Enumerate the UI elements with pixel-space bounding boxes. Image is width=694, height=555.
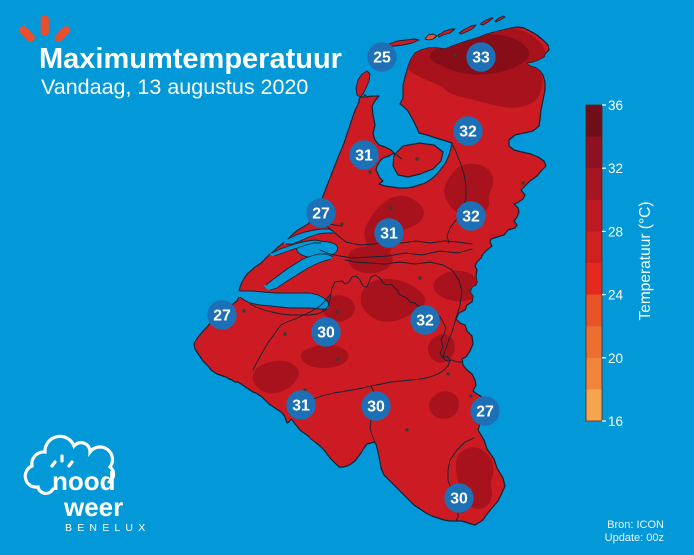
svg-text:Temperatuur (°C): Temperatuur (°C): [637, 201, 654, 320]
svg-text:weer: weer: [63, 492, 123, 522]
svg-text:28: 28: [608, 224, 623, 239]
svg-text:36: 36: [608, 98, 623, 113]
svg-text:27: 27: [476, 404, 494, 421]
svg-text:24: 24: [608, 288, 624, 303]
svg-text:27: 27: [312, 206, 330, 223]
svg-text:32: 32: [416, 313, 434, 330]
svg-text:nood: nood: [52, 466, 116, 496]
svg-text:32: 32: [459, 124, 477, 141]
svg-text:Vandaag, 13 augustus 2020: Vandaag, 13 augustus 2020: [41, 75, 308, 99]
svg-text:30: 30: [367, 399, 385, 416]
svg-text:BENELUX: BENELUX: [65, 522, 150, 534]
svg-text:31: 31: [355, 148, 373, 165]
svg-text:31: 31: [380, 226, 398, 243]
svg-text:32: 32: [608, 161, 623, 176]
svg-text:30: 30: [450, 491, 468, 508]
svg-text:33: 33: [472, 50, 490, 67]
svg-text:32: 32: [462, 209, 480, 226]
svg-text:27: 27: [213, 308, 231, 325]
svg-text:Bron: ICON: Bron: ICON: [607, 519, 664, 531]
svg-text:25: 25: [373, 50, 391, 67]
svg-text:Update: 00z: Update: 00z: [605, 532, 664, 544]
svg-text:20: 20: [608, 351, 623, 366]
svg-text:30: 30: [317, 325, 335, 342]
svg-text:Maximumtemperatuur: Maximumtemperatuur: [39, 43, 342, 75]
svg-text:16: 16: [608, 414, 623, 429]
svg-text:31: 31: [292, 398, 310, 415]
